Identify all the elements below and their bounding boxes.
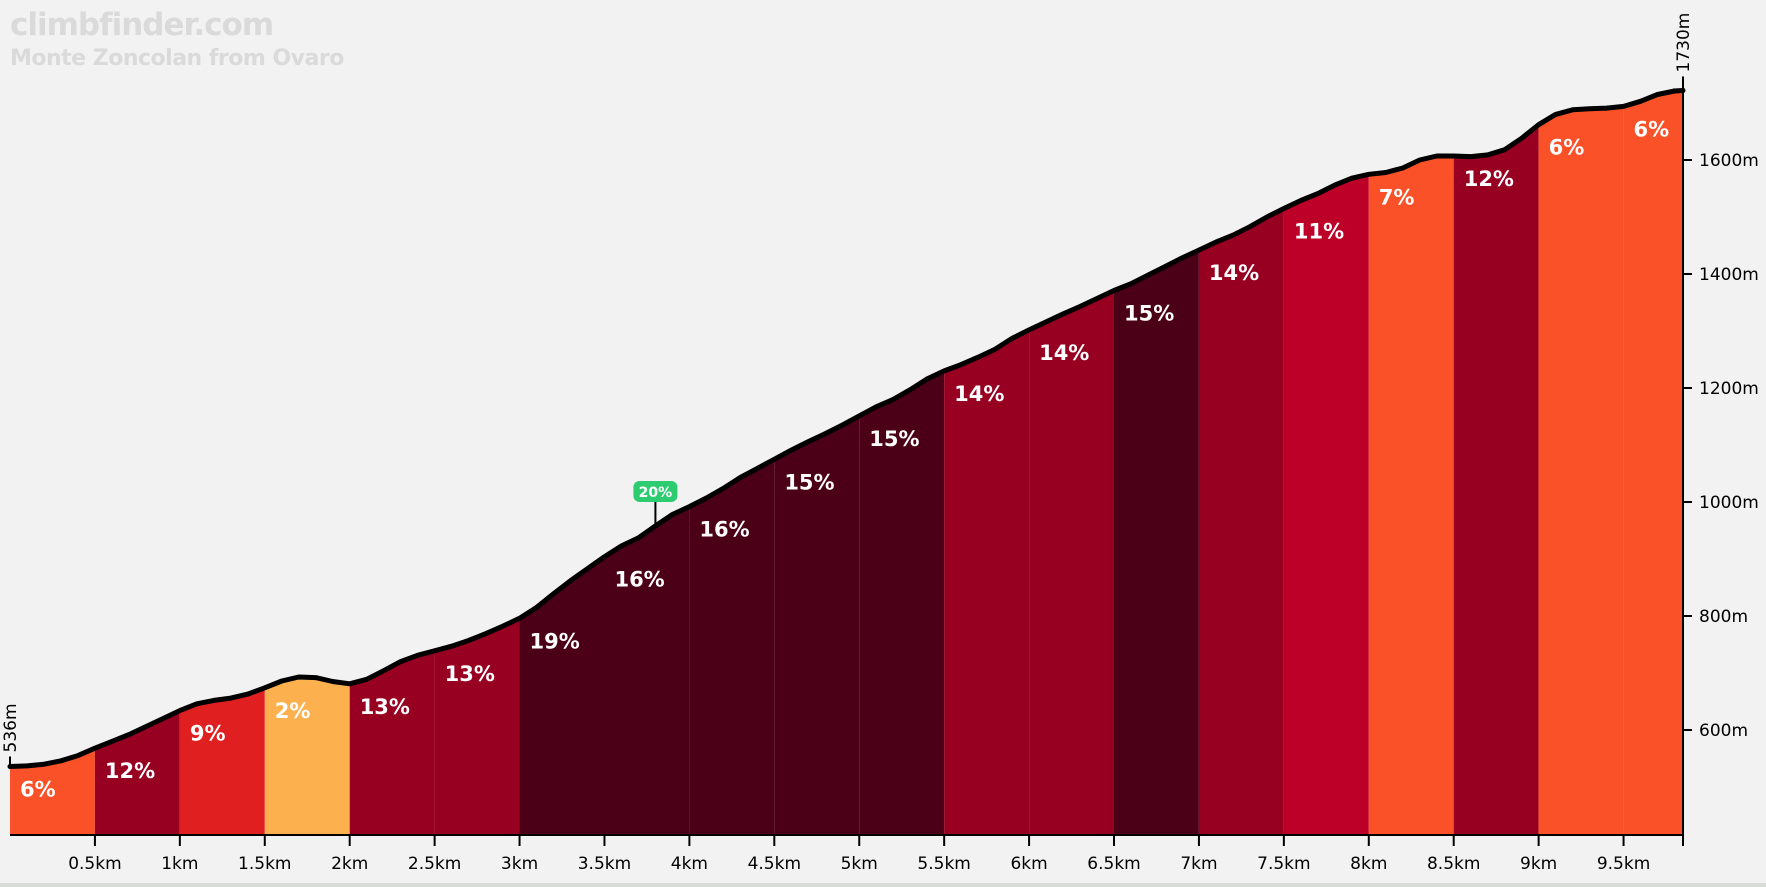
- gradient-label: 7%: [1379, 185, 1415, 209]
- y-tick-label: 1600m: [1699, 151, 1759, 171]
- x-tick-label: 9km: [1520, 854, 1557, 874]
- gradient-label: 2%: [275, 699, 311, 723]
- gradient-label: 15%: [1124, 302, 1174, 326]
- gradient-segments: [10, 90, 1683, 836]
- x-tick-label: 2km: [331, 854, 368, 874]
- y-tick-label: 1000m: [1699, 493, 1759, 513]
- x-axis: 0.5km 1km 1.5km 2km 2.5km 3km 3.5km 4km 4.5km 5km…: [10, 834, 1684, 874]
- gradient-segment: [434, 618, 520, 835]
- end-elevation-label: 1730m: [1674, 13, 1694, 73]
- x-tick-label: 8.5km: [1427, 854, 1480, 874]
- gradient-label: 14%: [1039, 341, 1089, 365]
- x-tick-label: 7.5km: [1257, 854, 1310, 874]
- gradient-segment: [1453, 124, 1539, 835]
- gradient-segment: [774, 415, 860, 835]
- gradient-segment: [1029, 290, 1114, 835]
- gradient-segment: [1368, 156, 1454, 835]
- x-tick-label: 9.5km: [1597, 854, 1650, 874]
- x-tick-label: 8km: [1350, 854, 1387, 874]
- gradient-label: 9%: [190, 722, 226, 746]
- gradient-segment: [1198, 208, 1284, 835]
- y-tick-label: 1400m: [1699, 265, 1759, 285]
- gradient-label: 13%: [445, 662, 495, 686]
- gradient-segment: [944, 329, 1030, 835]
- x-tick-label: 0.5km: [68, 854, 121, 874]
- x-tick-label: 6.5km: [1087, 854, 1140, 874]
- site-brand: climbfinder.com: [10, 7, 274, 43]
- bottom-strip: [0, 883, 1766, 887]
- gradient-label: 15%: [869, 427, 919, 451]
- gradient-labels: 6% 12% 9% 2% 13% 13% 19% 16% 16% 15% 15% 14% 14% 15% 1…: [20, 117, 1669, 801]
- gradient-label: 6%: [1634, 117, 1670, 141]
- gradient-label: 16%: [614, 568, 664, 592]
- gradient-segment: [179, 687, 265, 835]
- max-gradient-label: 20%: [639, 485, 673, 501]
- max-gradient-badge: [633, 480, 678, 502]
- x-tick-label: 2.5km: [408, 854, 461, 874]
- x-tick-label: 3.5km: [578, 854, 631, 874]
- gradient-label: 6%: [1549, 136, 1585, 160]
- x-tick-label: 4.5km: [748, 854, 801, 874]
- y-tick-label: 1200m: [1699, 379, 1759, 399]
- gradient-label: 12%: [105, 759, 155, 783]
- gradient-segment: [349, 650, 435, 835]
- gradient-label: 12%: [1464, 167, 1514, 191]
- start-elevation-label: 536m: [1, 703, 21, 752]
- y-axis: 600m 800m 1000m 1200m 1400m 1600m: [1682, 90, 1759, 835]
- elevation-line: [7, 88, 1686, 769]
- gradient-segment: [1538, 106, 1624, 835]
- gradient-segment: [1283, 174, 1369, 836]
- y-tick-label: 800m: [1699, 607, 1748, 627]
- x-tick-label: 1.5km: [238, 854, 291, 874]
- climb-title: Monte Zoncolan from Ovaro: [10, 46, 344, 71]
- gradient-label: 13%: [360, 695, 410, 719]
- max-gradient-marker: 20%: [633, 480, 678, 526]
- gradient-label: 6%: [20, 777, 56, 801]
- x-tick-label: 3km: [501, 854, 538, 874]
- y-tick-label: 600m: [1699, 721, 1748, 741]
- x-tick-label: 5.5km: [917, 854, 970, 874]
- gradient-segment: [519, 556, 605, 835]
- x-tick-label: 7km: [1180, 854, 1217, 874]
- gradient-label: 11%: [1294, 219, 1344, 243]
- gradient-label: 15%: [784, 470, 834, 494]
- gradient-segment: [859, 370, 945, 835]
- x-tick-label: 5km: [841, 854, 878, 874]
- x-tick-label: 4km: [671, 854, 708, 874]
- gradient-segment: [10, 748, 95, 835]
- gradient-segment: [604, 506, 690, 835]
- gradient-segment: [1114, 250, 1199, 836]
- gradient-segment: [264, 677, 350, 835]
- gradient-segment: [689, 459, 775, 835]
- gradient-label: 16%: [699, 518, 749, 542]
- gradient-segment: [1623, 90, 1683, 835]
- gradient-label: 14%: [954, 382, 1004, 406]
- gradient-label: 19%: [530, 629, 580, 653]
- x-tick-label: 6km: [1010, 854, 1047, 874]
- gradient-label: 14%: [1209, 261, 1259, 285]
- x-tick-label: 1km: [161, 854, 198, 874]
